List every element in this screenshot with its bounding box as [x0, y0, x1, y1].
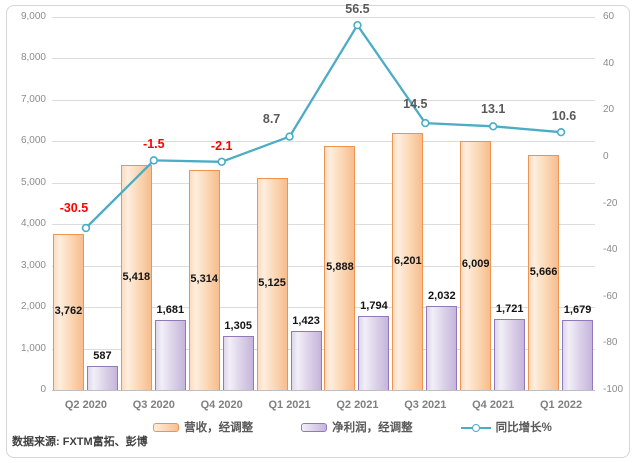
revenue-bar: [188, 169, 220, 390]
profit-bar-value: 1,794: [360, 299, 388, 312]
profit-bar: [86, 365, 118, 390]
legend-label-profit: 净利润，经调整: [332, 422, 413, 434]
legend-label-growth: 同比增长%: [495, 422, 552, 434]
revenue-bar-value: 5,314: [190, 272, 218, 285]
profit-swatch-icon: [301, 422, 328, 432]
x-axis-category-label: Q4 2021: [472, 399, 515, 411]
right-axis-tick-label: 0: [603, 150, 609, 162]
revenue-bar-value: 6,009: [461, 258, 490, 271]
growth-value-label: 56.5: [345, 2, 370, 17]
left-axis-tick-label: 0: [40, 384, 46, 395]
profit-bar: [494, 318, 526, 390]
left-axis-tick-label: 5,000: [20, 176, 46, 188]
gridline: [52, 224, 595, 226]
revenue-bar-value: 5,418: [122, 270, 151, 283]
x-axis-category-label: Q2 2021: [336, 399, 379, 411]
left-axis-tick-label: 3,000: [20, 259, 46, 271]
growth-value-label: 13.1: [481, 102, 506, 117]
right-axis-tick-label: 40: [603, 57, 615, 69]
profit-bar: [426, 305, 458, 390]
revenue-bar-value: 5,666: [529, 265, 558, 278]
source-note: 数据来源: FXTM富拓、彭博: [12, 436, 148, 448]
revenue-bar-value: 5,125: [258, 276, 286, 289]
revenue-bar: [256, 177, 288, 390]
legend-label-revenue: 营收，经调整: [184, 422, 254, 434]
gridline: [52, 141, 595, 143]
profit-bar-value: 587: [93, 349, 112, 362]
growth-line: [81, 20, 566, 233]
profit-bar-value: 1,423: [292, 315, 320, 328]
left-axis-tick-label: 4,000: [20, 218, 46, 230]
growth-value-label: 10.6: [551, 109, 577, 124]
revenue-bar: [528, 155, 560, 390]
growth-point-marker: [81, 223, 91, 233]
gridline: [52, 99, 595, 101]
x-axis-category-label: Q2 2020: [64, 399, 108, 411]
legend-item-revenue: 营收，经调整: [153, 419, 253, 435]
legend-item-profit: 净利润，经调整: [301, 419, 413, 435]
x-axis-line: [52, 390, 595, 391]
profit-bar-value: 1,679: [563, 304, 592, 317]
profit-bar: [290, 331, 322, 390]
gridline: [52, 307, 595, 309]
growth-point-marker: [353, 20, 362, 30]
legend: 营收，经调整 净利润，经调整 同比增长%: [0, 419, 635, 435]
left-axis-tick-label: 2,000: [20, 301, 46, 313]
x-axis-category-label: Q1 2021: [268, 399, 311, 411]
profit-bar-value: 1,305: [224, 319, 252, 332]
profit-bar: [358, 315, 390, 390]
profit-bar-value: 1,681: [156, 304, 185, 317]
right-axis-tick-label: 20: [603, 104, 615, 116]
revenue-bar: [392, 133, 424, 390]
plot-area: 3,762 5,418 5,314 5,125 5,888 6,201 6,009 5,666…: [52, 2, 595, 391]
growth-point-marker: [217, 157, 226, 166]
growth-point-marker: [421, 118, 430, 128]
growth-line-icon: [460, 423, 491, 432]
right-axis-tick-label: 60: [603, 11, 615, 22]
left-axis-tick-label: 7,000: [20, 93, 46, 105]
right-axis-tick-label: -20: [603, 197, 618, 209]
gridline: [52, 182, 595, 184]
profit-bar-value: 1,721: [495, 302, 524, 315]
growth-point-marker: [285, 132, 294, 141]
revenue-bar: [52, 234, 84, 390]
revenue-bar: [324, 145, 356, 390]
x-axis-category-label: Q3 2020: [132, 399, 175, 411]
growth-value-label: -2.1: [210, 138, 233, 153]
left-axis-tick-label: 9,000: [20, 11, 46, 22]
right-axis-tick-label: -100: [603, 384, 624, 395]
revenue-bar-value: 3,762: [54, 305, 83, 318]
x-axis-category-label: Q3 2021: [404, 399, 447, 411]
left-axis-tick-label: 1,000: [20, 342, 46, 354]
gridline: [52, 348, 595, 350]
x-axis-category-label: Q1 2022: [539, 399, 583, 411]
growth-value-label: -1.5: [143, 137, 165, 152]
profit-bar-value: 2,032: [428, 289, 456, 302]
revenue-bar-value: 5,888: [326, 260, 354, 273]
legend-item-growth: 同比增长%: [460, 419, 552, 435]
gridline: [52, 265, 595, 267]
left-axis-tick-label: 6,000: [20, 135, 46, 147]
profit-bar: [154, 320, 186, 390]
growth-value-label: 8.7: [262, 111, 281, 126]
revenue-swatch-icon: [153, 422, 180, 432]
profit-bar: [222, 335, 254, 390]
right-axis-tick-label: -60: [603, 290, 618, 302]
revenue-bar: [120, 165, 152, 390]
right-axis-tick-label: -80: [603, 337, 618, 349]
x-axis-category-label: Q4 2020: [200, 399, 243, 411]
growth-point-marker: [556, 127, 566, 137]
profit-bar: [562, 320, 594, 390]
growth-value-label: 14.5: [403, 97, 428, 112]
revenue-bar-value: 6,201: [394, 254, 422, 267]
growth-point-marker: [488, 122, 498, 131]
revenue-bar: [460, 140, 492, 390]
growth-value-label: -30.5: [59, 200, 89, 215]
right-axis-tick-label: -40: [603, 244, 618, 256]
growth-point-marker: [149, 156, 159, 165]
gridline: [52, 17, 595, 18]
left-axis-tick-label: 8,000: [20, 52, 46, 64]
gridline: [52, 58, 595, 60]
